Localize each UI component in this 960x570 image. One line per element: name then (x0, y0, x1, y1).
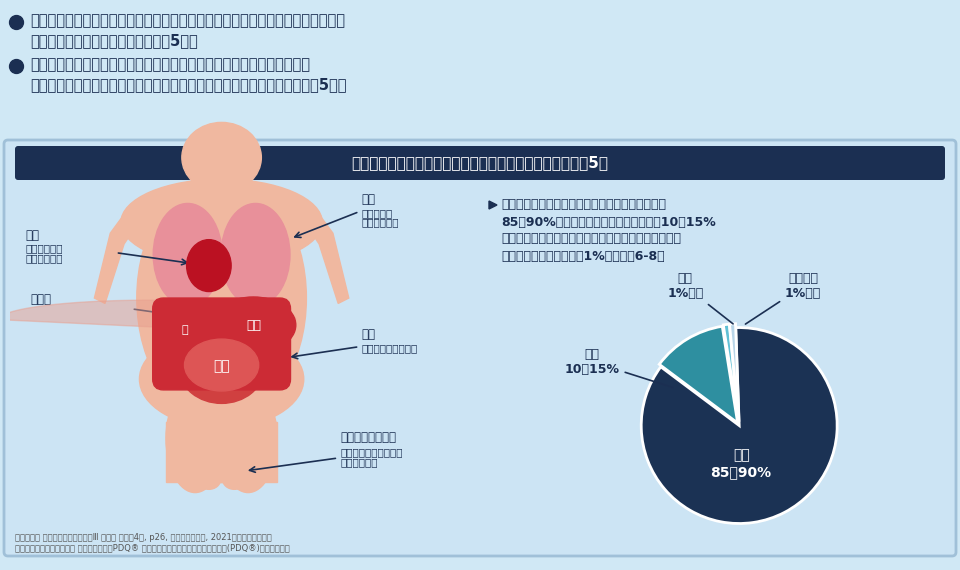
Ellipse shape (219, 385, 277, 492)
Text: 肝臓: 肝臓 (246, 319, 261, 332)
Text: 心膜: 心膜 (26, 229, 39, 242)
Text: 精巣鞘膜（男性）: 精巣鞘膜（男性） (341, 431, 396, 444)
Text: 腹腔を覆っている膜: 腹腔を覆っている膜 (362, 343, 418, 353)
Text: 覆っている膜: 覆っている膜 (362, 218, 399, 227)
Polygon shape (301, 211, 348, 303)
FancyBboxPatch shape (153, 298, 291, 390)
Text: 心膜
1%以下: 心膜 1%以下 (667, 272, 733, 324)
Text: 覆う中皮から発生する悪性腫瘍です5）。: 覆う中皮から発生する悪性腫瘍です5）。 (30, 34, 198, 48)
Ellipse shape (181, 123, 261, 193)
Text: 腹膜: 腹膜 (362, 328, 375, 341)
Text: 85〜90%を占めています。一方、腹膜は10〜15%: 85〜90%を占めています。一方、腹膜は10〜15% (501, 215, 716, 229)
Text: 心臓の表面を: 心臓の表面を (26, 243, 63, 254)
Bar (220, 422, 276, 482)
Ellipse shape (223, 470, 246, 489)
Wedge shape (723, 324, 738, 422)
Text: と少なく、心膜や精巣鞘膜から生じる悪性中皮腫は、: と少なく、心膜や精巣鞘膜から生じる悪性中皮腫は、 (501, 233, 681, 246)
Text: 悪性中皮腫の最も多い発症部位は胸膜で、全体の: 悪性中皮腫の最も多い発症部位は胸膜で、全体の (501, 197, 666, 210)
Ellipse shape (197, 470, 221, 489)
Bar (0, 0, 960, 145)
Ellipse shape (164, 313, 204, 348)
Ellipse shape (221, 203, 290, 306)
Text: 胸膜: 胸膜 (362, 193, 375, 206)
Polygon shape (0, 300, 296, 327)
Wedge shape (730, 324, 739, 422)
FancyBboxPatch shape (4, 140, 956, 556)
Bar (166, 422, 224, 482)
Text: 神戸医療産業都市推進機構 がん情報サイトPDQ® 日本語版「悪性中皮腫の治療（成人）(PDQ®)」を元に作成: 神戸医療産業都市推進機構 がん情報サイトPDQ® 日本語版「悪性中皮腫の治療（成… (15, 544, 290, 552)
Ellipse shape (211, 297, 296, 353)
Text: 覆っている膜: 覆っている膜 (26, 253, 63, 263)
Text: 胃: 胃 (181, 325, 188, 336)
Polygon shape (94, 211, 142, 303)
Ellipse shape (136, 174, 306, 422)
Ellipse shape (166, 385, 225, 492)
Text: 精巣（睾丸）の表面を: 精巣（睾丸）の表面を (341, 447, 403, 457)
Text: 覆っている膜: 覆っている膜 (341, 458, 378, 467)
Text: 横隔膜: 横隔膜 (31, 294, 52, 307)
Ellipse shape (154, 203, 222, 306)
Text: 悪性中皮腫とは、発生部位によって悪性胸膜中皮腫、悪性腹膜中皮腫、: 悪性中皮腫とは、発生部位によって悪性胸膜中皮腫、悪性腹膜中皮腫、 (30, 58, 310, 72)
Text: 大変稀であり、それぞれ1%以下です6-8）: 大変稀であり、それぞれ1%以下です6-8） (501, 250, 664, 263)
Ellipse shape (121, 179, 323, 266)
Wedge shape (660, 326, 737, 423)
Ellipse shape (184, 339, 258, 391)
Text: 悪性心膜中皮腫及び悪性精巣鞘膜中皮腫に分類される悪性腫瘍の総称です5）。: 悪性心膜中皮腫及び悪性精巣鞘膜中皮腫に分類される悪性腫瘍の総称です5）。 (30, 78, 347, 92)
Text: 胸膜: 胸膜 (732, 448, 750, 462)
Ellipse shape (139, 331, 303, 428)
Text: 肺の表面を: 肺の表面を (362, 208, 393, 218)
Text: 精巣鞘膜
1%以下: 精巣鞘膜 1%以下 (746, 272, 821, 324)
Text: 悪性中皮腫は、胸腔、腹腔、心嚢腔及び精巣鞘膜腔において、体腔表面や臓器を: 悪性中皮腫は、胸腔、腹腔、心嚢腔及び精巣鞘膜腔において、体腔表面や臓器を (30, 14, 345, 28)
Ellipse shape (180, 333, 264, 404)
Wedge shape (641, 328, 837, 523)
Bar (205, 163, 237, 196)
FancyBboxPatch shape (15, 146, 945, 180)
Text: カラー図解 人体の正常構造と機能Ⅲ 消化管 改訂第4版, p26, 日本医事新報社, 2021及び公益財団法人: カラー図解 人体の正常構造と機能Ⅲ 消化管 改訂第4版, p26, 日本医事新報… (15, 534, 272, 543)
Polygon shape (489, 201, 497, 209)
Text: 腹膜
10〜15%: 腹膜 10〜15% (564, 348, 673, 388)
Text: 85〜90%: 85〜90% (710, 466, 772, 479)
Ellipse shape (186, 239, 231, 291)
Text: 悪性中皮腫を生じる組織（胸膜、腹膜、心膜、精巣鞘膜）5）: 悪性中皮腫を生じる組織（胸膜、腹膜、心膜、精巣鞘膜）5） (351, 156, 609, 170)
Text: 大腸: 大腸 (213, 359, 230, 373)
